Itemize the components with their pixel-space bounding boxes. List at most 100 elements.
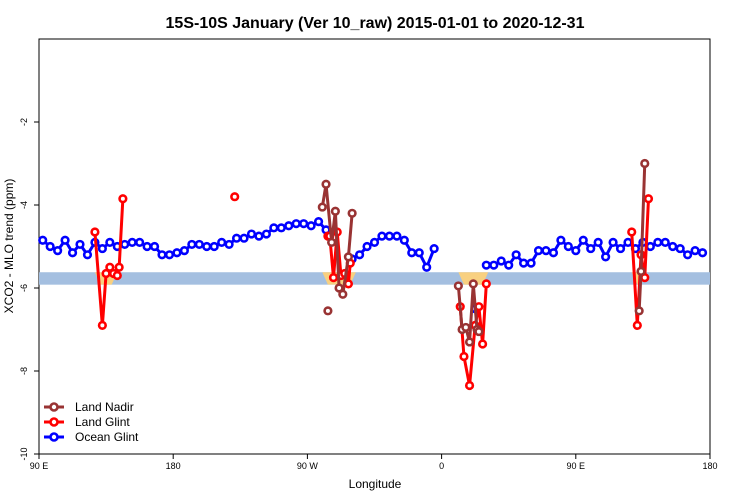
ocean-glint-point (45, 241, 55, 252)
ocean-glint-point (519, 258, 529, 268)
x-tick-label: 180 (702, 461, 717, 471)
land-glint-point (114, 262, 124, 272)
ocean-glint-point (299, 219, 309, 229)
y-tick-label: -6 (19, 284, 29, 292)
land-nadir-point (347, 208, 357, 218)
ocean-band (39, 272, 710, 285)
land-nadir-point (640, 158, 650, 169)
land-nadir-point (338, 289, 348, 299)
ocean-glint-point (254, 231, 264, 241)
ocean-glint-point (608, 237, 618, 247)
ocean-glint-point (246, 229, 257, 239)
ocean-glint-point (548, 248, 559, 258)
land-nadir-point (474, 326, 484, 337)
ocean-glint-point (504, 260, 514, 270)
ocean-glint-point (142, 241, 152, 252)
land-nadir-line (320, 182, 354, 296)
ocean-glint-point (615, 243, 626, 254)
legend-marker (49, 432, 59, 442)
ocean-glint-point (67, 248, 78, 258)
land-glint-point (328, 273, 339, 283)
ocean-glint-point (668, 241, 678, 252)
ocean-glint-point (209, 241, 219, 252)
ocean-glint-point (149, 241, 160, 252)
land-glint-point (632, 320, 642, 330)
x-tick-label: 90 E (30, 461, 49, 471)
ocean-glint-point (202, 241, 212, 252)
ocean-glint-point (623, 237, 633, 247)
x-tick-label: 90 E (567, 461, 586, 471)
x-tick-label: 0 (439, 461, 444, 471)
ocean-glint-point (97, 243, 107, 254)
ocean-glint-point (217, 237, 227, 247)
ocean-glint-point (660, 237, 670, 247)
x-tick-label: 90 W (297, 461, 319, 471)
land-nadir-point (343, 252, 354, 262)
legend-label: Land Nadir (75, 400, 134, 414)
ocean-glint-point (675, 243, 685, 254)
x-axis-label: Longitude (349, 477, 402, 491)
ocean-glint-point (105, 237, 115, 247)
ocean-glint-point (135, 237, 145, 247)
ocean-glint-point (164, 250, 175, 260)
ocean-glint-point (60, 235, 70, 245)
ocean-glint-point (384, 231, 395, 241)
y-tick-label: -8 (19, 367, 29, 375)
chart-title: 15S-10S January (Ver 10_raw) 2015-01-01 … (166, 15, 585, 32)
ocean-glint-point (172, 248, 182, 258)
ocean-glint-point (224, 239, 234, 250)
land-nadir-point (334, 283, 344, 293)
ocean-glint-point (284, 221, 294, 231)
ocean-glint-point (586, 243, 596, 254)
ocean-glint-point (157, 250, 167, 260)
land-glint-point (627, 227, 637, 237)
ocean-glint-point (526, 258, 536, 268)
ocean-glint-point (533, 246, 544, 256)
ocean-glint-point (489, 260, 499, 270)
ocean-glint-point (127, 237, 137, 247)
land-glint-point (90, 227, 100, 237)
land-nadir-point (461, 322, 471, 333)
y-axis-label: XCO2 - MLO trend (ppm) (2, 179, 16, 314)
land-nadir-point (636, 266, 646, 277)
land-nadir-point (321, 179, 331, 189)
land-nadir-point (464, 337, 475, 347)
ocean-glint-point (407, 248, 417, 258)
land-glint-point (481, 279, 491, 289)
ocean-glint-point (377, 231, 387, 241)
ocean-glint-point (276, 223, 286, 233)
ocean-glint-point (593, 237, 603, 247)
ocean-glint-point (239, 233, 249, 243)
land-glint-point (105, 262, 115, 272)
ocean-glint-point (690, 246, 700, 256)
land-nadir-point (323, 306, 333, 316)
ocean-glint-point (511, 250, 521, 260)
land-nadir-point (634, 306, 644, 316)
land-nadir-point (468, 279, 478, 289)
land-nadir-point (453, 281, 463, 291)
ocean-glint-point (75, 239, 85, 250)
ocean-glint-point (697, 248, 708, 258)
axes: 90 E 180 90 W 0 90 E 180 -2 -4 -6 -8 -10 (19, 118, 718, 471)
land-band-segment (458, 272, 489, 285)
ocean-glint-point (578, 235, 588, 245)
ocean-glint-point (601, 252, 611, 262)
y-tick-label: -10 (19, 447, 29, 460)
land-nadir-point (327, 237, 337, 247)
ocean-glint-point (399, 235, 409, 245)
surface-band (39, 272, 710, 285)
legend-marker (49, 402, 59, 412)
ocean-glint-point (392, 231, 402, 241)
ocean-glint-point (556, 235, 566, 245)
land-glint-point (97, 320, 107, 330)
ocean-glint-point (82, 250, 93, 260)
ocean-glint-point (541, 246, 551, 256)
ocean-glint-point (369, 237, 380, 247)
land-glint-point (112, 270, 122, 281)
ocean-glint-point (496, 256, 506, 266)
y-tick-label: -2 (19, 118, 29, 126)
legend-label: Ocean Glint (75, 430, 139, 444)
ocean-glint-point (645, 241, 655, 252)
